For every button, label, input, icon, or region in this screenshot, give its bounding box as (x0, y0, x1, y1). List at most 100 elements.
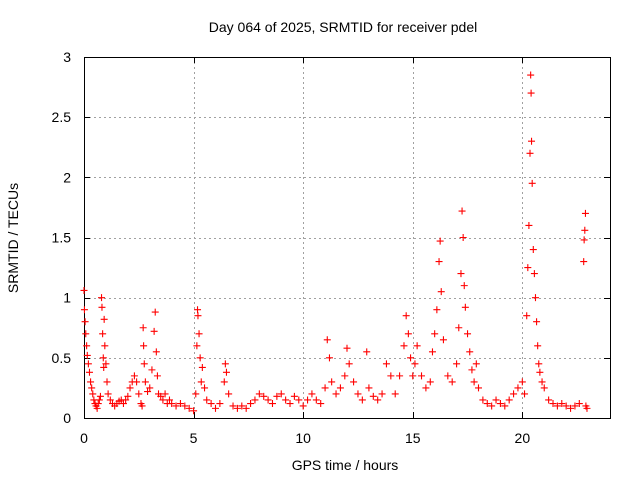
data-point (95, 396, 103, 404)
data-point (325, 354, 333, 362)
data-point (312, 396, 320, 404)
data-point (317, 400, 325, 408)
data-point (85, 368, 93, 376)
data-point (83, 342, 91, 350)
data-point (148, 366, 156, 374)
data-point (581, 226, 589, 234)
data-point (549, 400, 557, 408)
data-point (358, 396, 366, 404)
data-point (538, 378, 546, 386)
data-point (80, 286, 88, 294)
data-point (458, 207, 466, 215)
data-point (350, 378, 358, 386)
data-point (168, 400, 176, 408)
grid-lines (84, 57, 610, 418)
data-point (492, 396, 500, 404)
data-point (221, 360, 229, 368)
data-point (354, 390, 362, 398)
x-axis-label: GPS time / hours (292, 457, 399, 473)
data-point (122, 396, 130, 404)
data-point (144, 388, 152, 396)
data-point (483, 400, 491, 408)
data-point (260, 392, 268, 400)
data-point (146, 384, 154, 392)
data-point (268, 400, 276, 408)
data-point (100, 363, 108, 371)
data-point (165, 396, 173, 404)
data-point (545, 396, 553, 404)
data-point (536, 368, 544, 376)
data-point (460, 282, 468, 290)
data-point (562, 402, 570, 410)
data-point (448, 378, 456, 386)
data-point (124, 392, 132, 400)
data-point (135, 390, 143, 398)
data-point (575, 400, 583, 408)
data-point (194, 306, 202, 314)
data-point (523, 312, 531, 320)
data-point (488, 402, 496, 410)
data-point (290, 392, 298, 400)
data-point (133, 378, 141, 386)
data-point (99, 354, 107, 362)
data-point (461, 303, 469, 311)
data-point (299, 402, 307, 410)
data-point (151, 308, 159, 316)
data-point (212, 404, 219, 412)
data-point (404, 330, 412, 338)
data-point (96, 392, 104, 400)
data-point (341, 372, 349, 380)
data-point (468, 366, 476, 374)
data-point (176, 400, 184, 408)
data-point (528, 137, 536, 145)
data-point (220, 378, 228, 386)
data-point (426, 378, 434, 386)
data-point (84, 360, 92, 368)
data-point (336, 384, 344, 392)
data-point (323, 336, 331, 344)
data-point (374, 396, 382, 404)
data-point (501, 402, 509, 410)
data-point (321, 384, 329, 392)
data-point (431, 330, 439, 338)
data-point (185, 404, 193, 412)
data-point (229, 402, 237, 410)
data-point (387, 372, 395, 380)
data-point (81, 318, 89, 326)
data-point (193, 342, 201, 350)
data-point (527, 89, 535, 97)
data-point (159, 396, 167, 404)
data-point (332, 390, 340, 398)
data-point (190, 407, 198, 415)
data-point (207, 400, 215, 408)
data-point (378, 390, 386, 398)
data-point (533, 318, 541, 326)
data-point (345, 360, 353, 368)
data-point (553, 402, 561, 410)
x-tick-label: 0 (80, 430, 88, 446)
data-point (400, 342, 408, 350)
data-point (139, 324, 147, 332)
data-point (510, 390, 518, 398)
data-point (535, 360, 543, 368)
data-point (106, 396, 114, 404)
data-point (140, 342, 148, 350)
y-tick-label: 2.5 (52, 109, 72, 125)
data-point (286, 400, 294, 408)
data-point (94, 400, 102, 408)
data-point (457, 270, 465, 278)
data-point (225, 390, 233, 398)
data-point (436, 237, 444, 245)
data-point (102, 360, 110, 368)
data-point (83, 351, 91, 359)
x-tick-label: 5 (190, 430, 198, 446)
data-point (196, 354, 204, 362)
data-point (407, 354, 415, 362)
data-point (247, 400, 255, 408)
data-point (295, 396, 303, 404)
data-point (409, 372, 417, 380)
data-point (238, 402, 246, 410)
data-point (103, 378, 111, 386)
data-point (402, 312, 410, 320)
